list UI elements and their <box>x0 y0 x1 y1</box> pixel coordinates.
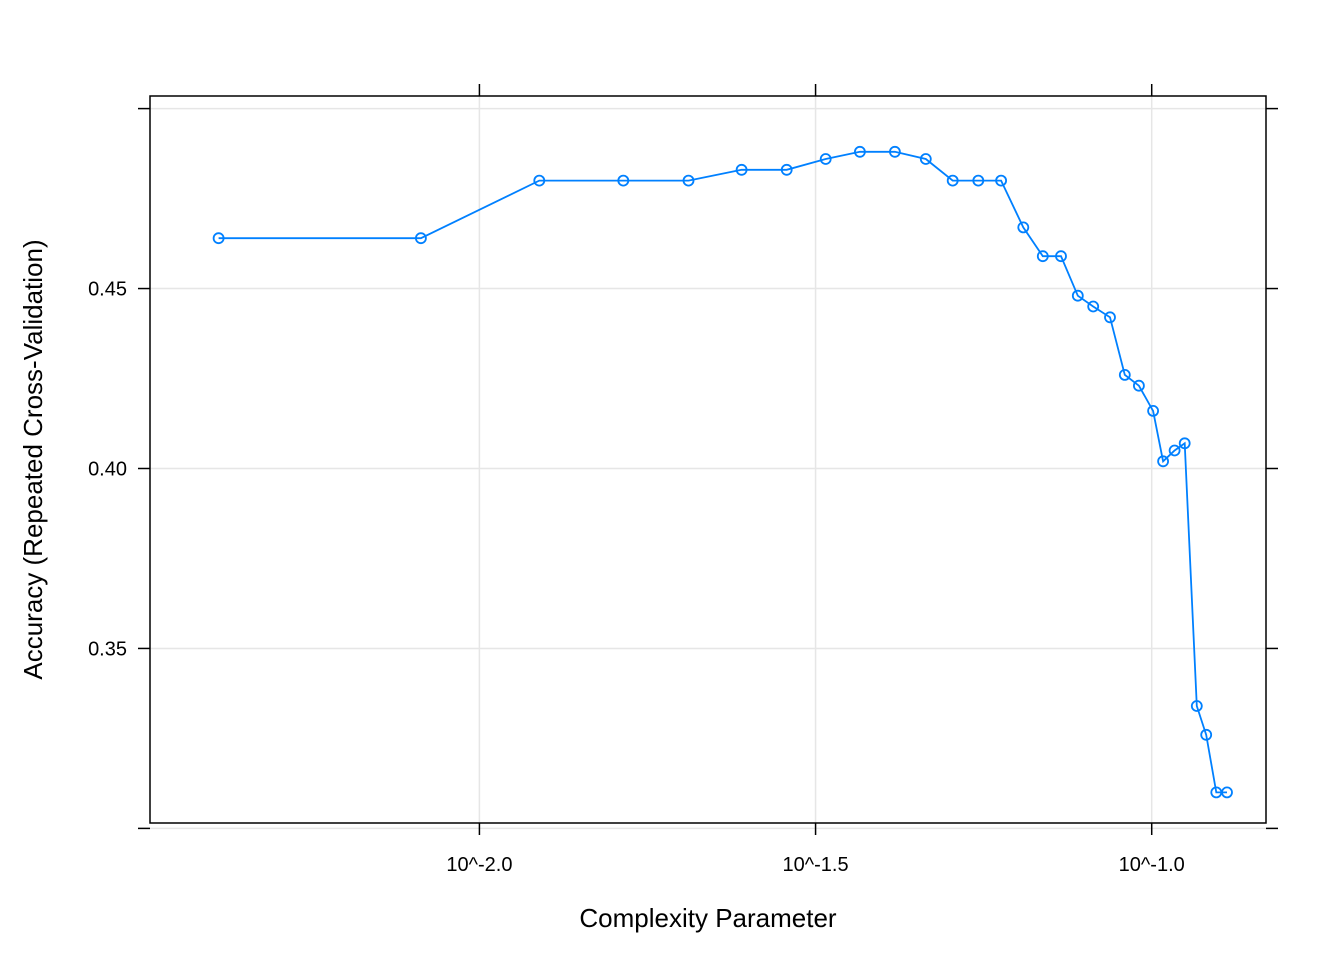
x-tick-label: 10^-2.0 <box>446 854 512 876</box>
data-point <box>414 232 427 245</box>
data-point <box>1118 368 1131 381</box>
data-point <box>1178 437 1191 450</box>
data-point <box>617 174 630 187</box>
data-point <box>1221 786 1233 799</box>
data-point <box>1017 221 1030 234</box>
data-point <box>780 163 793 176</box>
x-axis-title: Complexity Parameter <box>579 903 837 933</box>
data-point <box>919 153 932 165</box>
data-point <box>1104 311 1116 324</box>
y-tick-label: 0.45 <box>88 279 127 301</box>
data-point <box>1200 728 1213 741</box>
x-tick-label: 10^-1.5 <box>783 854 849 876</box>
data-point <box>972 174 985 187</box>
y-tick-label: 0.35 <box>88 638 127 660</box>
data-point <box>1190 700 1203 712</box>
data-point <box>1168 444 1181 457</box>
axis-ticks: 10^-2.0 10^-1.5 10^-1.0 0.35 0.40 0.45 <box>88 84 1278 876</box>
data-point <box>1087 300 1100 313</box>
series-line <box>218 150 1227 794</box>
data-point <box>1055 250 1067 263</box>
data-point <box>212 232 225 245</box>
data-point <box>1157 455 1169 468</box>
series-layer <box>212 145 1233 799</box>
y-axis-title: Accuracy (Repeated Cross-Validation) <box>18 239 48 679</box>
y-tick-label: 0.40 <box>88 458 127 480</box>
data-point <box>854 145 866 158</box>
data-point <box>819 153 832 165</box>
data-point <box>1071 289 1084 302</box>
data-point <box>889 145 901 158</box>
data-point <box>533 174 546 187</box>
data-point <box>682 174 695 187</box>
data-point <box>995 174 1007 187</box>
plot-frame <box>149 95 1267 824</box>
data-point <box>735 163 748 176</box>
x-tick-label: 10^-1.0 <box>1119 854 1185 876</box>
data-point <box>946 174 959 187</box>
grid-lines <box>150 96 1266 830</box>
data-point <box>1036 250 1049 263</box>
data-point <box>1133 379 1145 392</box>
data-point <box>1147 404 1159 417</box>
